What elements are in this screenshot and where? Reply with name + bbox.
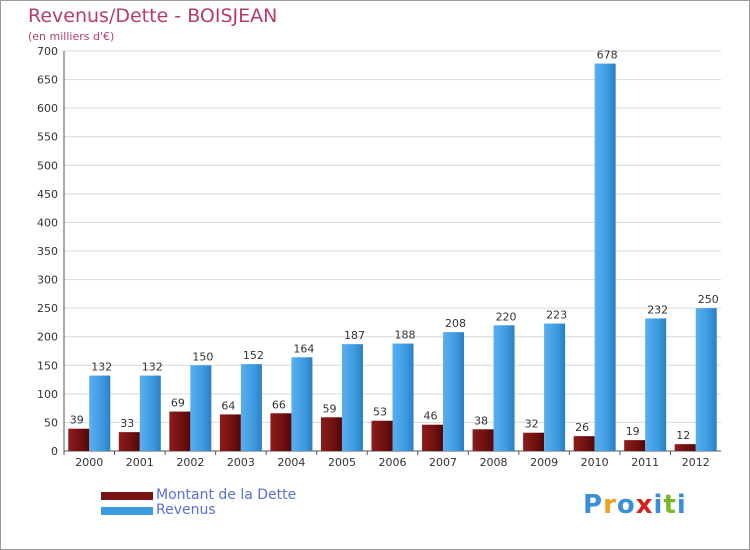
data-label-debt-2006: 53 (373, 406, 387, 419)
data-label-revenue-2011: 232 (647, 303, 668, 316)
data-label-revenue-2009: 223 (546, 309, 567, 322)
proxiti-logo: Proxiti (583, 490, 687, 520)
data-label-revenue-2002: 150 (192, 350, 213, 363)
x-tick-label-2001: 2001 (126, 456, 154, 469)
axes: 0 50 100 150 200 250 300 350 400 450 500 550 600 650 7… (37, 45, 721, 469)
chart-title: Revenus/Dette - BOISJEAN (28, 5, 278, 27)
bar-revenue-2005 (341, 344, 363, 451)
y-tick-label: 650 (37, 74, 58, 87)
bar-revenue-2011 (645, 318, 667, 451)
bar-revenue-2006 (392, 343, 414, 451)
x-tick-label-2012: 2012 (682, 456, 710, 469)
data-label-debt-2012: 12 (676, 429, 690, 442)
bar-debt-2008 (472, 429, 494, 451)
data-label-revenue-2001: 132 (142, 361, 163, 374)
bar-revenue-2000 (89, 375, 111, 451)
bar-chart: 0 50 100 150 200 250 300 350 400 450 500 550 600 650 7… (37, 45, 721, 469)
bar-revenue-2008 (493, 325, 515, 451)
x-tick-label-2010: 2010 (581, 456, 609, 469)
logo-letter: i (653, 490, 664, 520)
data-label-revenue-2012: 250 (698, 293, 719, 306)
bar-revenue-2012 (695, 308, 717, 451)
y-tick-label: 700 (37, 45, 58, 58)
bar-debt-2007 (422, 424, 444, 451)
bar-debt-2006 (371, 420, 393, 451)
bars (68, 63, 717, 451)
data-label-revenue-2003: 152 (243, 349, 264, 362)
bar-revenue-2003 (240, 364, 262, 451)
x-tick-label-2007: 2007 (429, 456, 457, 469)
legend-swatch-debt (101, 492, 153, 500)
data-label-debt-2000: 39 (70, 414, 84, 427)
bar-revenue-2009 (544, 323, 566, 451)
y-tick-label: 400 (37, 216, 58, 229)
bar-revenue-2007 (443, 332, 465, 451)
bar-revenue-2002 (190, 365, 212, 451)
x-tick-label-2000: 2000 (75, 456, 103, 469)
data-label-revenue-2007: 208 (445, 317, 466, 330)
bar-debt-2000 (68, 428, 90, 451)
x-tick-label-2002: 2002 (176, 456, 204, 469)
bar-revenue-2001 (139, 375, 161, 451)
data-labels: 39 132 33 132 69 150 64 152 66 164 59 187 53 188 46 208… (70, 49, 719, 443)
logo-letter: i (676, 490, 687, 520)
data-label-debt-2003: 64 (221, 399, 235, 412)
y-tick-label: 450 (37, 188, 58, 201)
bar-revenue-2004 (291, 357, 313, 451)
y-tick-label: 350 (37, 245, 58, 258)
data-label-debt-2002: 69 (171, 397, 185, 410)
data-label-debt-2005: 59 (322, 402, 336, 415)
logo-letter: x (635, 490, 654, 520)
y-tick-label: 150 (37, 359, 58, 372)
bar-debt-2012 (674, 444, 696, 451)
y-tick-label: 600 (37, 102, 58, 115)
y-tick-label: 100 (37, 388, 58, 401)
x-tick-label-2006: 2006 (379, 456, 407, 469)
y-tick-label: 200 (37, 331, 58, 344)
data-label-revenue-2008: 220 (496, 310, 517, 323)
x-tick-label-2011: 2011 (631, 456, 659, 469)
data-label-debt-2004: 66 (272, 398, 286, 411)
data-label-debt-2008: 38 (474, 414, 488, 427)
data-label-debt-2010: 26 (575, 421, 589, 434)
chart-subtitle: (en milliers d'€) (28, 30, 115, 43)
x-tick-label-2005: 2005 (328, 456, 356, 469)
x-tick-label-2008: 2008 (480, 456, 508, 469)
x-tick-label-2003: 2003 (227, 456, 255, 469)
y-tick-label: 250 (37, 302, 58, 315)
bar-debt-2001 (118, 432, 140, 451)
data-label-debt-2001: 33 (120, 417, 134, 430)
bar-debt-2003 (219, 414, 241, 451)
data-label-revenue-2004: 164 (293, 342, 314, 355)
x-tick-label-2004: 2004 (277, 456, 305, 469)
x-tick-label-2009: 2009 (530, 456, 558, 469)
y-tick-label: 50 (44, 416, 58, 429)
logo-letter: o (616, 490, 636, 520)
data-label-debt-2011: 19 (626, 425, 640, 438)
data-label-revenue-2010: 678 (597, 49, 618, 62)
bar-debt-2011 (624, 440, 646, 451)
data-label-revenue-2000: 132 (91, 361, 112, 374)
logo-letter: P (583, 490, 604, 520)
logo-letter: r (603, 490, 617, 520)
bar-debt-2009 (523, 432, 545, 451)
legend-label-debt: Montant de la Dette (156, 487, 297, 503)
y-tick-label: 0 (51, 445, 58, 458)
legend-swatch-revenue (101, 507, 153, 515)
bar-debt-2010 (573, 436, 595, 451)
bar-debt-2004 (270, 413, 292, 451)
y-tick-label: 300 (37, 274, 58, 287)
legend-label-revenue: Revenus (156, 502, 216, 518)
data-label-revenue-2005: 187 (344, 329, 365, 342)
data-label-debt-2007: 46 (424, 410, 438, 423)
bar-debt-2005 (320, 417, 342, 451)
data-label-debt-2009: 32 (525, 418, 539, 431)
y-tick-label: 550 (37, 131, 58, 144)
bar-revenue-2010 (594, 63, 616, 451)
data-label-revenue-2006: 188 (395, 329, 416, 342)
y-tick-label: 500 (37, 159, 58, 172)
bar-debt-2002 (169, 411, 191, 451)
logo-letter: t (663, 490, 677, 520)
